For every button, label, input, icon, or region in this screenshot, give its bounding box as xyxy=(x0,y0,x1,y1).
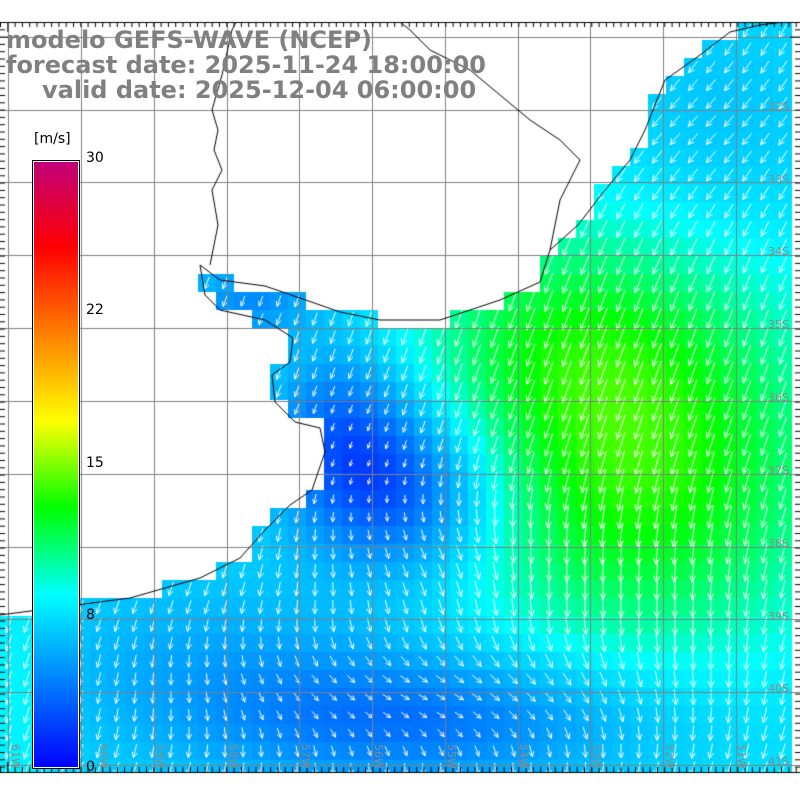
colorbar-tick: 15 xyxy=(86,455,104,471)
colorbar-tick: 30 xyxy=(86,150,104,166)
lat-label: 40S xyxy=(768,682,789,695)
lat-label: 41S xyxy=(768,755,789,768)
lon-label: 59W xyxy=(154,744,167,769)
colorbar-tick: 22 xyxy=(86,302,104,318)
lon-label: 58W xyxy=(227,744,240,769)
lon-label: 56W xyxy=(372,744,385,769)
colorbar xyxy=(32,160,80,769)
lon-label: 61W xyxy=(9,744,22,769)
lon-label: 52W xyxy=(663,744,676,769)
lat-label: 36S xyxy=(768,391,789,404)
title-model: modelo GEFS-WAVE (NCEP) xyxy=(6,26,372,54)
lon-label: 60W xyxy=(97,744,110,769)
lat-label: 33S xyxy=(768,173,789,186)
lon-label: 53W xyxy=(590,744,603,769)
lon-label: 57W xyxy=(299,744,312,769)
lon-label: 51W xyxy=(735,744,748,769)
lat-label: 35S xyxy=(768,318,789,331)
lon-label: 55W xyxy=(445,744,458,769)
colorbar-tick: 0 xyxy=(86,759,95,775)
title-valid-date: valid date: 2025-12-04 06:00:00 xyxy=(42,76,477,104)
colorbar-unit: [m/s] xyxy=(34,131,71,147)
lat-label: 39S xyxy=(768,610,789,623)
lat-label: 32S xyxy=(768,100,789,113)
title-forecast-date: forecast date: 2025-11-24 18:00:00 xyxy=(6,51,486,79)
lon-label: 54W xyxy=(517,744,530,769)
lat-label: 34S xyxy=(768,245,789,258)
lat-label: 37S xyxy=(768,464,789,477)
lat-label: 38S xyxy=(768,537,789,550)
colorbar-tick: 8 xyxy=(86,607,95,623)
